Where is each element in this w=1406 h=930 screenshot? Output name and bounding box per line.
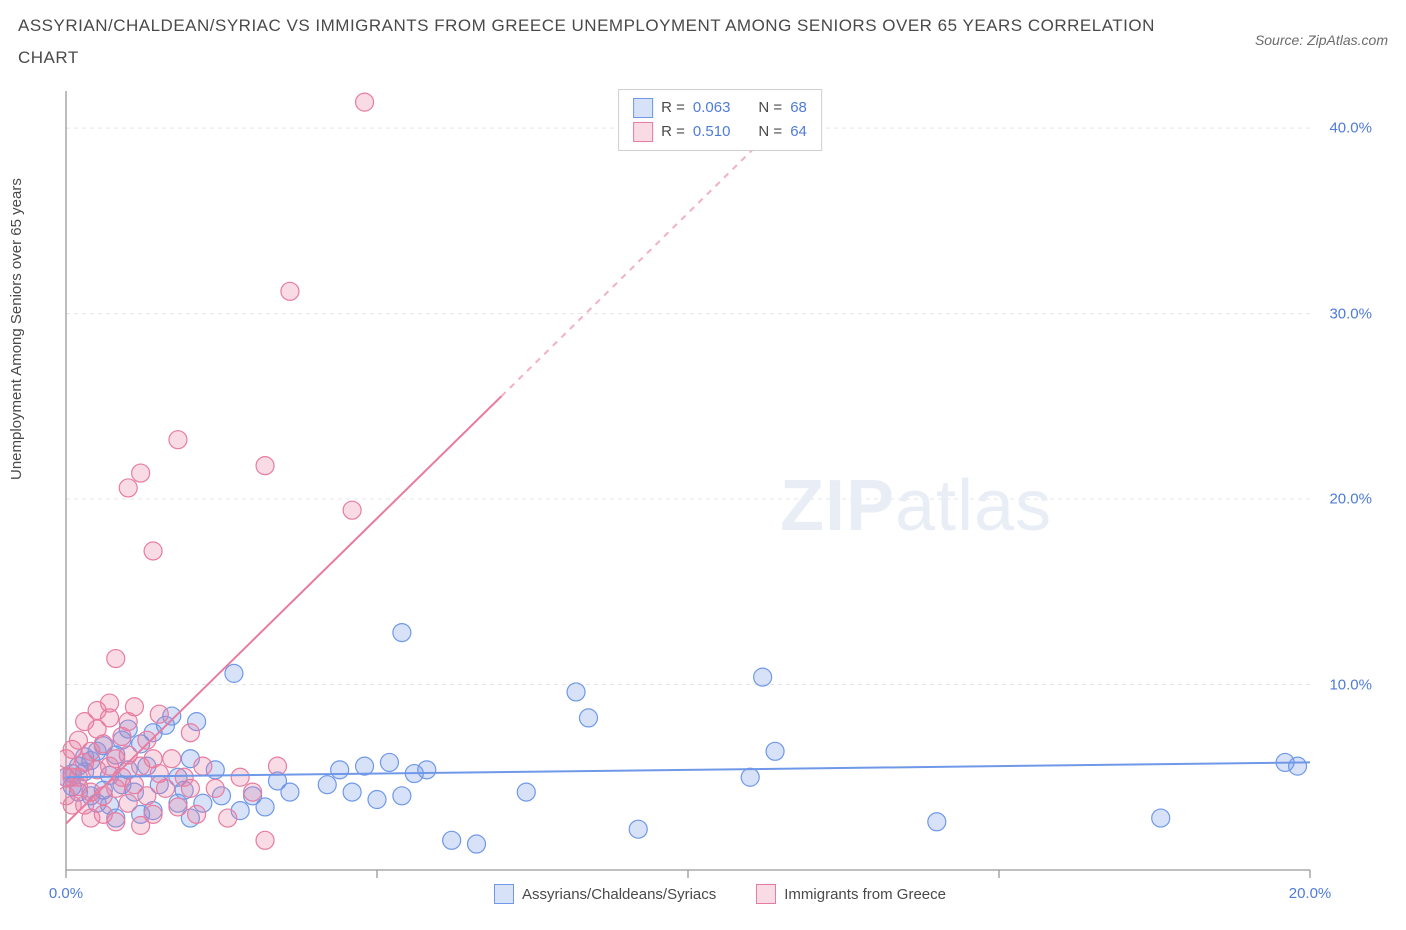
x-tick-label: 0.0%: [49, 885, 83, 902]
legend-label: Immigrants from Greece: [784, 886, 946, 903]
legend-swatch: [633, 122, 653, 142]
scatter-plot: [60, 85, 1380, 880]
source-label: Source: ZipAtlas.com: [1255, 32, 1388, 48]
chart-title: ASSYRIAN/CHALDEAN/SYRIAC VS IMMIGRANTS F…: [18, 10, 1168, 75]
y-tick-label: 20.0%: [1329, 491, 1380, 508]
legend-label: Assyrians/Chaldeans/Syriacs: [522, 886, 716, 903]
legend-swatch: [633, 98, 653, 118]
y-tick-label: 10.0%: [1329, 676, 1380, 693]
plot-area: ZIPatlas R =0.063N =68R =0.510N =64 Assy…: [60, 85, 1380, 880]
y-tick-label: 40.0%: [1329, 120, 1380, 137]
legend-swatch: [494, 884, 514, 904]
y-axis-label: Unemployment Among Seniors over 65 years: [8, 178, 25, 480]
legend-item: Immigrants from Greece: [756, 884, 946, 904]
x-tick-label: 20.0%: [1289, 885, 1332, 902]
stats-row: R =0.063N =68: [633, 96, 807, 120]
legend-item: Assyrians/Chaldeans/Syriacs: [494, 884, 716, 904]
stats-row: R =0.510N =64: [633, 120, 807, 144]
legend-swatch: [756, 884, 776, 904]
bottom-legend: Assyrians/Chaldeans/Syriacs Immigrants fr…: [60, 884, 1380, 904]
y-tick-label: 30.0%: [1329, 305, 1380, 322]
stats-box: R =0.063N =68R =0.510N =64: [618, 89, 822, 151]
